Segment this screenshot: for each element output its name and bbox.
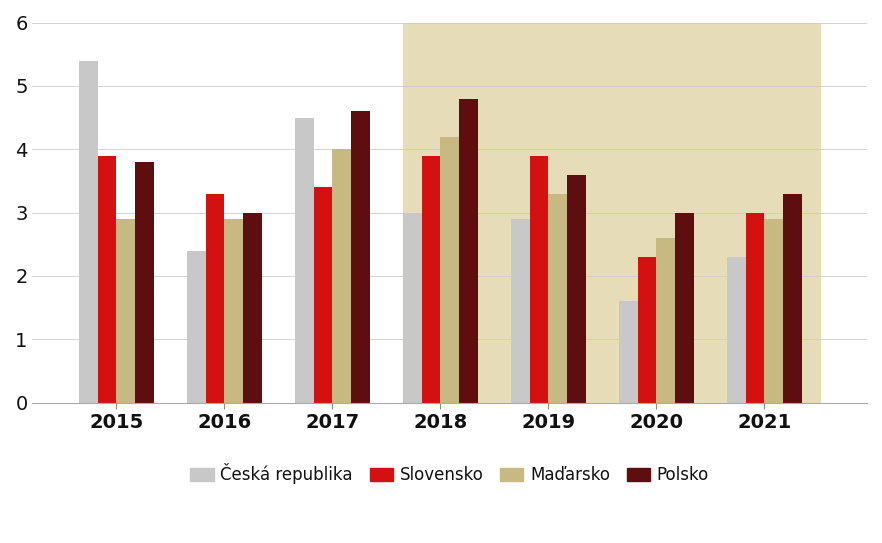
Bar <box>727 257 746 402</box>
Legend: Česká republika, Slovensko, Maďarsko, Polsko: Česká republika, Slovensko, Maďarsko, Po… <box>183 457 715 491</box>
Bar <box>549 193 567 402</box>
Bar <box>224 219 243 402</box>
Bar <box>403 212 422 402</box>
Bar <box>530 155 549 402</box>
Bar <box>422 155 440 402</box>
Bar <box>403 22 820 402</box>
Bar <box>351 111 370 402</box>
Bar <box>243 212 262 402</box>
Bar <box>459 98 478 402</box>
Bar <box>783 193 802 402</box>
Bar <box>295 117 314 402</box>
Bar <box>79 60 98 402</box>
Bar <box>440 136 459 402</box>
Bar <box>314 187 333 402</box>
Bar <box>206 193 224 402</box>
Bar <box>135 162 153 402</box>
Bar <box>511 219 530 402</box>
Bar <box>98 155 116 402</box>
Bar <box>567 174 586 402</box>
Bar <box>333 149 351 402</box>
Bar <box>675 212 693 402</box>
Bar <box>746 212 765 402</box>
Bar <box>619 301 638 402</box>
Bar <box>116 219 135 402</box>
Bar <box>187 250 206 402</box>
Bar <box>638 257 656 402</box>
Bar <box>765 219 783 402</box>
Bar <box>656 238 675 402</box>
